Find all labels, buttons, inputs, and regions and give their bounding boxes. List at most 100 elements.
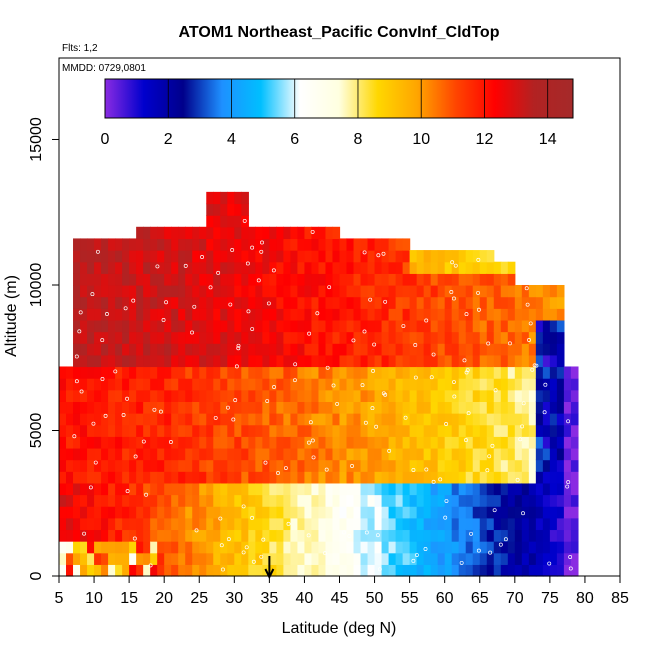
heatmap-cell xyxy=(87,413,95,426)
heatmap-cell xyxy=(80,378,88,391)
heatmap-cell xyxy=(549,378,558,391)
heatmap-cell xyxy=(87,389,95,402)
heatmap-cell xyxy=(171,273,179,286)
heatmap-cell xyxy=(346,296,355,309)
heatmap-cell xyxy=(332,273,341,286)
heatmap-cell xyxy=(318,389,327,402)
heatmap-cell xyxy=(528,459,537,472)
heatmap-cell xyxy=(528,308,537,321)
heatmap-cell xyxy=(374,436,383,449)
heatmap-cell xyxy=(80,331,88,344)
heatmap-cell xyxy=(479,319,488,333)
heatmap-cell xyxy=(409,517,418,531)
heatmap-cell xyxy=(255,261,263,274)
heatmap-cell xyxy=(80,401,88,414)
heatmap-cell xyxy=(507,494,516,507)
heatmap-cell xyxy=(381,413,390,426)
heatmap-cell xyxy=(570,389,579,402)
heatmap-cell xyxy=(325,401,334,414)
heatmap-cell xyxy=(304,447,313,461)
heatmap-cell xyxy=(395,343,404,356)
heatmap-cell xyxy=(171,471,179,484)
heatmap-cell xyxy=(542,424,551,437)
heatmap-cell xyxy=(409,273,418,286)
heatmap-cell xyxy=(115,343,123,356)
heatmap-cell xyxy=(388,552,397,565)
heatmap-cell xyxy=(157,459,165,472)
heatmap-cell xyxy=(332,564,341,577)
heatmap-cell xyxy=(157,506,165,519)
heatmap-cell xyxy=(374,494,383,507)
heatmap-cell xyxy=(122,436,130,449)
heatmap-cell xyxy=(136,354,144,368)
heatmap-cell xyxy=(374,564,383,577)
heatmap-cell xyxy=(346,529,355,542)
heatmap-cell xyxy=(66,541,74,554)
heatmap-cell xyxy=(451,471,460,484)
heatmap-cell xyxy=(283,343,292,356)
observation-point xyxy=(520,424,525,429)
heatmap-cell xyxy=(472,308,481,321)
heatmap-cell xyxy=(115,319,123,333)
heatmap-cell xyxy=(150,250,158,263)
heatmap-cell xyxy=(241,482,249,496)
heatmap-cell xyxy=(318,401,327,414)
heatmap-cell xyxy=(486,319,495,333)
heatmap-cell xyxy=(178,413,186,426)
heatmap-cell xyxy=(514,529,523,542)
heatmap-cell xyxy=(199,366,207,379)
heatmap-cell xyxy=(479,529,488,542)
heatmap-cell xyxy=(556,529,565,542)
heatmap-cell xyxy=(122,343,130,356)
heatmap-cell xyxy=(178,506,186,519)
heatmap-cell xyxy=(311,436,320,449)
heatmap-cell xyxy=(94,517,102,531)
observation-point xyxy=(490,443,495,448)
heatmap-cell xyxy=(416,552,425,565)
heatmap-cell xyxy=(493,401,502,414)
heatmap-cell xyxy=(458,447,467,461)
heatmap-cell xyxy=(297,517,306,531)
heatmap-cell xyxy=(542,331,551,344)
heatmap-cell xyxy=(108,529,116,542)
heatmap-cell xyxy=(150,482,158,496)
heatmap-cell xyxy=(535,424,544,437)
heatmap-cell xyxy=(199,413,207,426)
heatmap-cell xyxy=(409,494,418,507)
heatmap-cell xyxy=(234,238,242,251)
heatmap-cell xyxy=(423,517,432,531)
heatmap-cell xyxy=(479,401,488,414)
heatmap-cell xyxy=(157,436,165,449)
heatmap-cell xyxy=(339,366,348,379)
heatmap-cell xyxy=(416,482,425,496)
heatmap-cell xyxy=(185,529,193,542)
heatmap-cell xyxy=(528,331,537,344)
heatmap-cell xyxy=(381,296,390,309)
heatmap-cell xyxy=(367,471,376,484)
heatmap-cell xyxy=(87,343,95,356)
heatmap-cell xyxy=(150,331,158,344)
heatmap-cell xyxy=(437,261,446,274)
heatmap-cell xyxy=(171,564,179,577)
heatmap-cell xyxy=(332,389,341,402)
heatmap-cell xyxy=(234,319,242,333)
heatmap-cell xyxy=(374,552,383,565)
heatmap-cell xyxy=(94,436,102,449)
observation-point xyxy=(411,468,416,472)
heatmap-cell xyxy=(227,564,235,577)
heatmap-cell xyxy=(521,331,530,344)
heatmap-cell xyxy=(101,413,109,426)
heatmap-cell xyxy=(262,296,270,309)
heatmap-cell xyxy=(276,541,284,554)
heatmap-cell xyxy=(395,529,404,542)
heatmap-cell xyxy=(549,354,558,368)
heatmap-cell xyxy=(423,296,432,309)
heatmap-cell xyxy=(157,366,165,379)
heatmap-cell xyxy=(87,378,95,391)
heatmap-cell xyxy=(136,343,144,356)
heatmap-cell xyxy=(360,343,369,356)
heatmap-cell xyxy=(367,482,376,496)
heatmap-cell xyxy=(416,343,425,356)
heatmap-cell xyxy=(80,482,88,496)
heatmap-cell xyxy=(535,541,544,554)
